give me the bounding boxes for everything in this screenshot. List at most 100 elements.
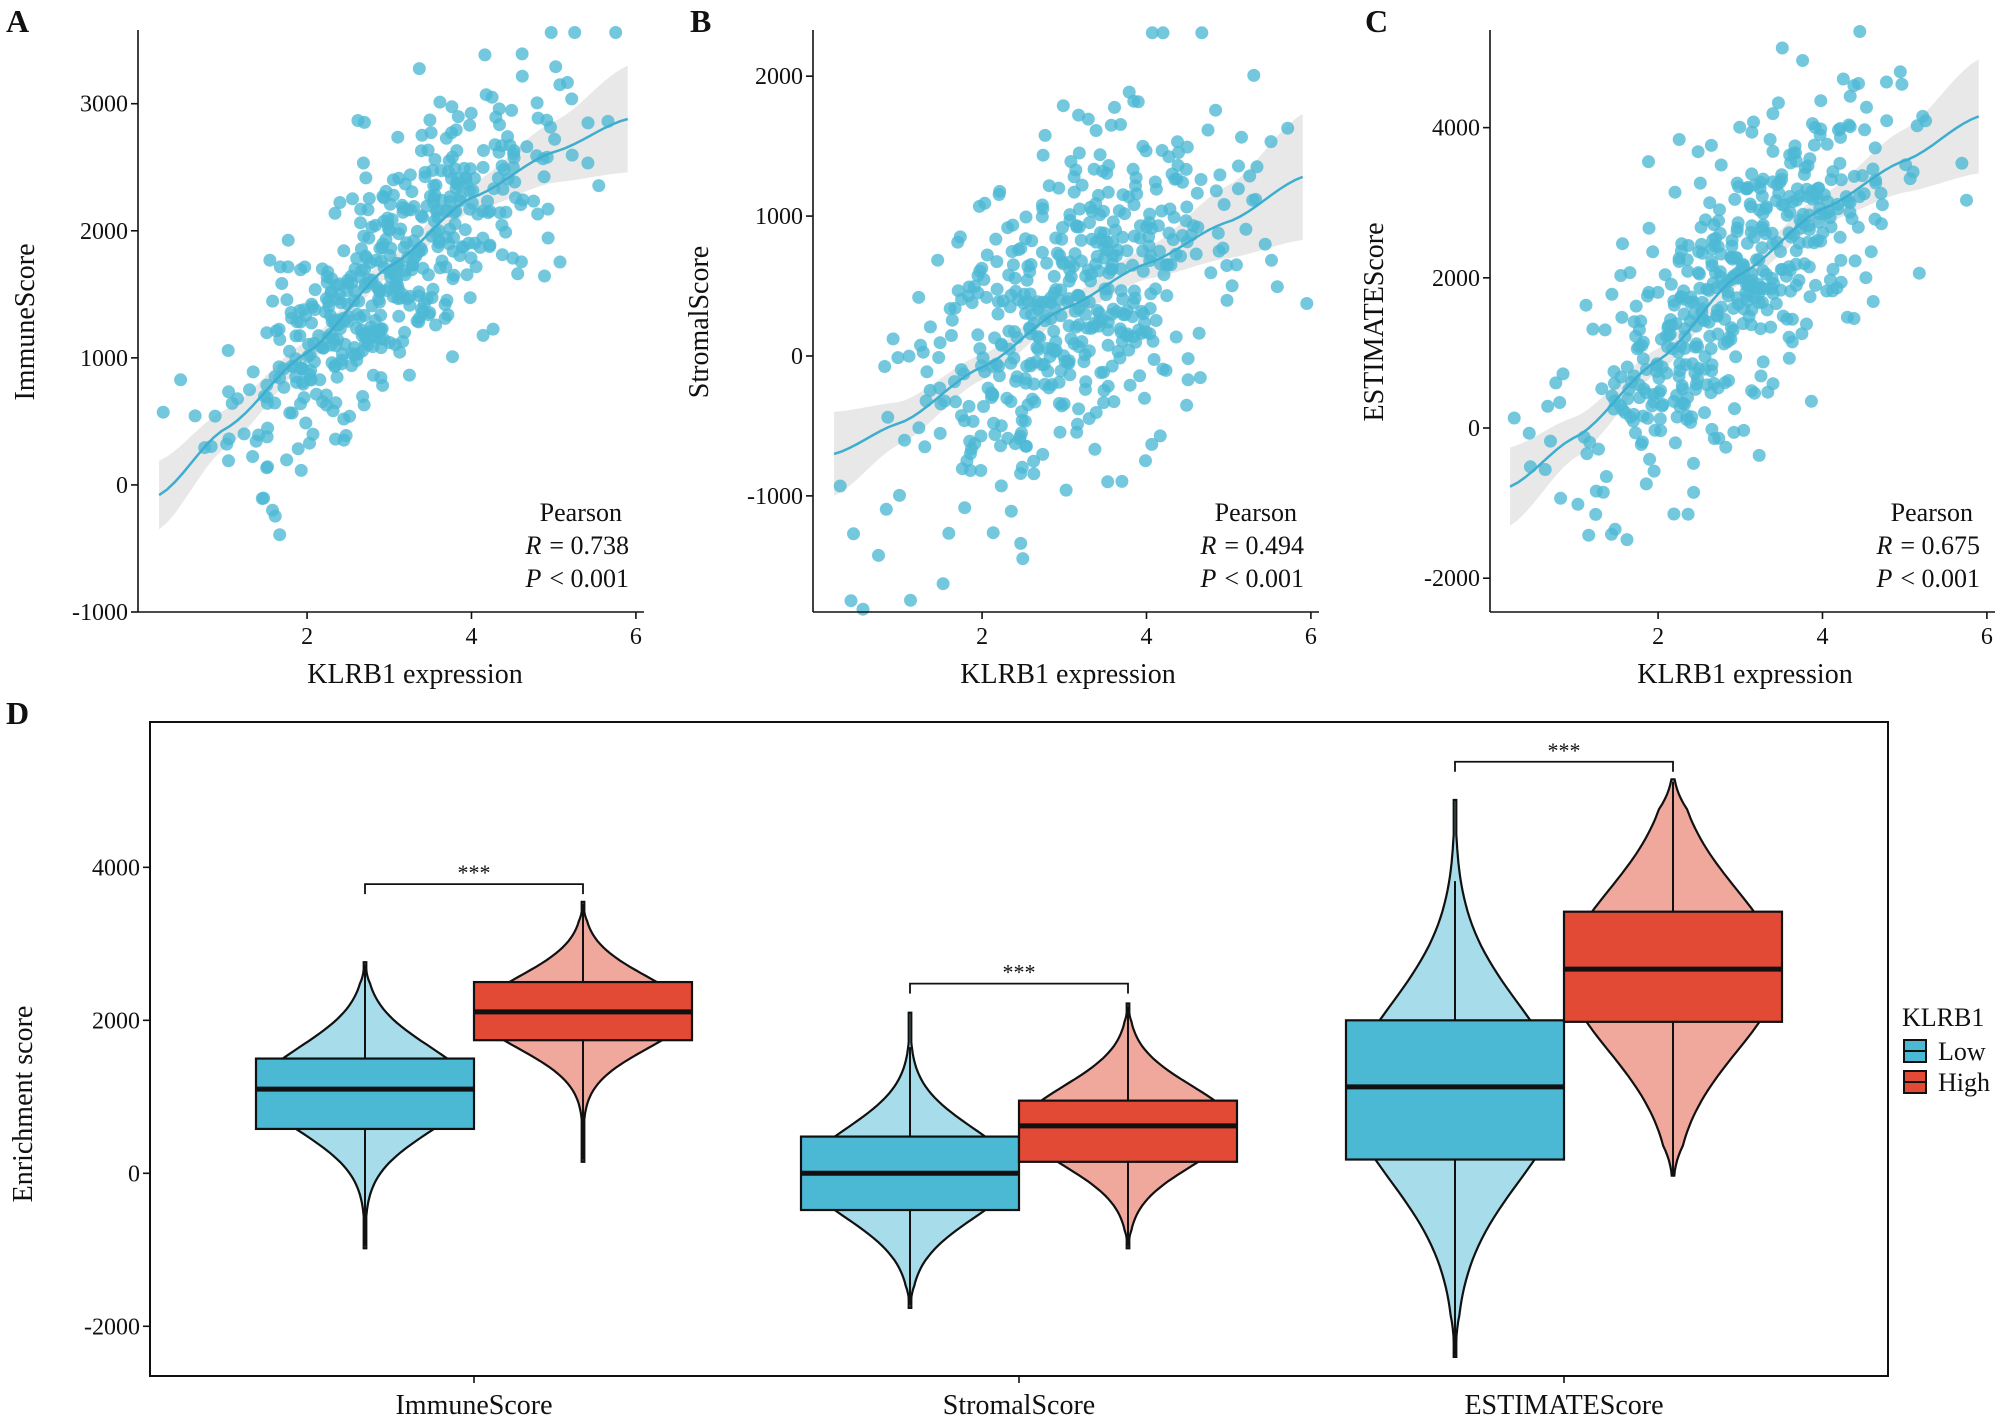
data-point: [442, 237, 456, 251]
data-point: [351, 114, 365, 127]
panel-a-y-tick-label: 2000: [80, 219, 128, 245]
data-point: [1249, 192, 1263, 206]
data-point: [1624, 410, 1638, 424]
data-point: [1024, 359, 1038, 373]
data-point: [1916, 109, 1930, 123]
data-point: [469, 260, 483, 274]
data-point: [1097, 204, 1110, 218]
data-point: [1002, 268, 1016, 282]
data-point: [1139, 325, 1153, 339]
data-point: [1752, 448, 1766, 462]
data-point: [1733, 120, 1747, 134]
data-point: [1179, 214, 1193, 228]
data-point: [948, 375, 961, 389]
data-point: [1852, 77, 1865, 90]
data-point: [1620, 533, 1634, 547]
data-point: [1143, 207, 1157, 221]
data-point: [1102, 266, 1116, 280]
data-point: [1853, 25, 1867, 38]
panel-d-x-tick-label: StromalScore: [943, 1390, 1095, 1421]
panel-letter-a: A: [6, 3, 29, 39]
data-point: [479, 88, 493, 102]
data-point: [1691, 266, 1705, 280]
data-point: [1232, 159, 1245, 173]
data-point: [1782, 330, 1796, 344]
data-point: [1115, 334, 1129, 348]
data-point: [1265, 253, 1278, 267]
data-point: [458, 223, 472, 237]
data-point: [1019, 439, 1033, 453]
data-point: [974, 429, 988, 443]
data-point: [1036, 148, 1050, 162]
data-point: [237, 427, 251, 441]
panel-c-x-tick-label: 4: [1816, 624, 1828, 650]
data-point: [1694, 220, 1708, 234]
data-point: [1209, 184, 1223, 198]
data-point: [1216, 241, 1230, 255]
data-point: [188, 409, 202, 423]
data-point: [421, 268, 435, 282]
data-point: [296, 377, 310, 391]
data-point: [1571, 497, 1585, 511]
data-point: [1031, 295, 1045, 309]
data-point: [1800, 317, 1813, 331]
data-point: [1160, 289, 1174, 303]
data-point: [464, 106, 478, 120]
data-point: [316, 341, 330, 355]
data-point: [360, 251, 374, 265]
data-point: [1704, 138, 1718, 152]
data-point: [299, 416, 313, 430]
data-point: [321, 330, 335, 344]
data-point: [291, 442, 305, 456]
data-point: [1122, 85, 1136, 99]
data-point: [374, 254, 388, 268]
box-immunescore-low: [254, 1057, 476, 1131]
data-point: [1656, 398, 1670, 411]
data-point: [493, 118, 506, 132]
data-point: [1661, 340, 1674, 354]
data-point: [448, 162, 462, 176]
data-point: [1756, 355, 1770, 369]
data-point: [963, 447, 977, 461]
data-point: [1713, 226, 1727, 240]
data-point: [1157, 268, 1171, 282]
data-point: [423, 113, 437, 127]
data-point: [549, 60, 563, 74]
data-point: [356, 344, 369, 358]
data-point: [1695, 295, 1709, 309]
data-point: [993, 184, 1007, 198]
panel-b-stats-p: P < 0.001: [1199, 564, 1304, 593]
data-point: [1635, 339, 1649, 352]
data-point: [568, 26, 582, 39]
data-point: [1047, 269, 1061, 283]
data-point: [1851, 220, 1865, 234]
data-point: [1072, 146, 1086, 160]
data-point: [1668, 185, 1682, 199]
data-point: [1019, 306, 1033, 320]
data-point: [1082, 344, 1096, 358]
data-point: [1101, 475, 1115, 489]
data-point: [1759, 227, 1772, 241]
data-point: [1136, 244, 1150, 258]
panel-a-x-tick-label: 6: [630, 624, 642, 650]
data-point: [1670, 388, 1684, 402]
data-point: [1059, 483, 1073, 497]
data-point: [507, 147, 520, 161]
data-point: [1704, 342, 1718, 356]
data-point: [1795, 327, 1809, 341]
data-point: [443, 222, 457, 236]
data-point: [1073, 202, 1087, 216]
data-point: [1700, 282, 1714, 296]
data-point: [1015, 426, 1028, 440]
data-point: [412, 315, 426, 329]
data-point: [1281, 121, 1295, 135]
data-point: [1220, 293, 1234, 307]
panel-c: C KLRB1 expression ESTIMATEScore Pearson…: [1359, 3, 1995, 690]
data-point: [445, 100, 459, 114]
data-point: [1756, 206, 1770, 220]
data-point: [1027, 467, 1041, 481]
data-point: [1123, 378, 1137, 392]
data-point: [1785, 312, 1799, 326]
data-point: [1107, 395, 1121, 409]
data-point: [856, 602, 870, 616]
